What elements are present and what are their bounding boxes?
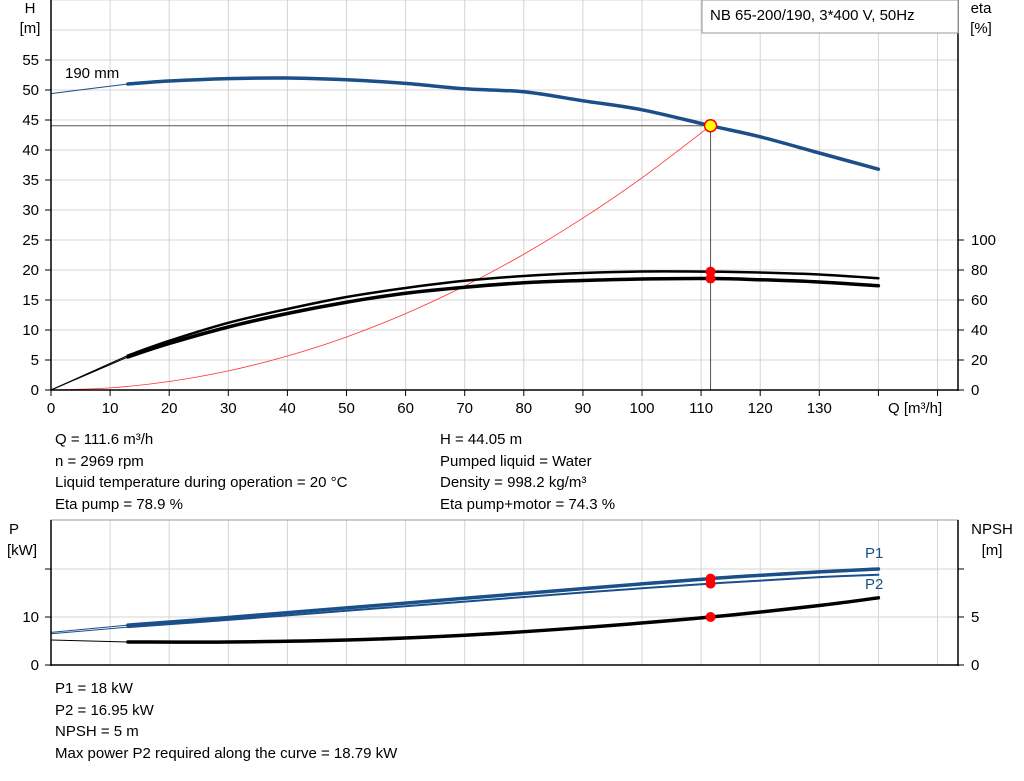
operating-point-marker xyxy=(703,118,718,133)
p2-series-label: P2 xyxy=(865,576,883,593)
npsh-axis-label: NPSH xyxy=(971,521,1013,538)
info-top-right: H = 44.05 m Pumped liquid = Water Densit… xyxy=(440,429,615,515)
info-head: H = 44.05 m xyxy=(440,431,523,448)
eta-tick-label: 80 xyxy=(971,262,988,279)
head-curve-extension xyxy=(50,83,128,95)
info-bottom: P1 = 18 kW P2 = 16.95 kW NPSH = 5 m Max … xyxy=(55,678,397,764)
eta-pump-curve xyxy=(126,270,880,357)
info-p2: P2 = 16.95 kW xyxy=(55,701,154,719)
info-temperature: Liquid temperature during operation = 20… xyxy=(55,474,348,491)
eta-axis-label: eta xyxy=(971,0,993,17)
p1-curve-extension xyxy=(50,624,128,633)
p1-series-label: P1 xyxy=(865,545,883,562)
x-tick-label: 70 xyxy=(456,400,473,417)
h-tick-label: 10 xyxy=(22,322,39,339)
h-tick-label: 0 xyxy=(31,382,39,399)
x-tick-label: 20 xyxy=(161,400,178,417)
npsh-curve xyxy=(126,596,881,644)
p-tick-label: 0 xyxy=(31,657,39,674)
x-tick-label: 130 xyxy=(807,400,832,417)
head-curve xyxy=(126,76,881,171)
h-tick-label: 20 xyxy=(22,262,39,279)
h-tick-label: 25 xyxy=(22,232,39,249)
p-axis-label: P xyxy=(9,521,19,538)
eta-pump-motor-curve-extension xyxy=(50,356,129,391)
x-tick-label: 100 xyxy=(629,400,654,417)
eta-axis-unit: [%] xyxy=(970,20,992,37)
info-flow: Q = 111.6 m³/h xyxy=(55,431,154,448)
curves xyxy=(50,76,881,644)
p1-curve xyxy=(126,567,881,627)
eta-tick-label: 100 xyxy=(971,232,996,249)
x-tick-label: 0 xyxy=(47,400,55,417)
eta-tick-label: 0 xyxy=(971,382,979,399)
eta-tick-label: 60 xyxy=(971,292,988,309)
eta-tick-label: 40 xyxy=(971,322,988,339)
info-npsh: NPSH = 5 m xyxy=(55,723,139,740)
h-axis-label: H xyxy=(25,0,36,17)
x-tick-label: 60 xyxy=(397,400,414,417)
eta-pump-motor-marker xyxy=(705,273,716,284)
info-density: Density = 998.2 kg/m³ xyxy=(440,474,587,491)
info-speed: n = 2969 rpm xyxy=(55,452,144,470)
x-tick-label: 120 xyxy=(748,400,773,417)
x-tick-label: 50 xyxy=(338,400,355,417)
npsh-axis-unit: [m] xyxy=(982,542,1003,559)
h-tick-label: 45 xyxy=(22,112,39,129)
x-tick-label: 30 xyxy=(220,400,237,417)
h-tick-label: 30 xyxy=(22,202,39,219)
h-axis-unit: [m] xyxy=(20,20,41,37)
eta-pump-motor-curve xyxy=(126,276,881,359)
impeller-label: 190 mm xyxy=(65,65,119,82)
legend-box xyxy=(701,0,959,34)
p2-curve-extension xyxy=(50,626,128,635)
p2-marker xyxy=(705,578,716,589)
info-liquid: Pumped liquid = Water xyxy=(440,452,592,470)
axes: 0 10 20 30 40 50 60 70 80 90 100 110 120 130051015202… xyxy=(22,0,996,674)
npsh-tick-label: 5 xyxy=(971,609,979,626)
info-top-left: Q = 111.6 m³/h n = 2969 rpm Liquid tempe… xyxy=(55,429,347,515)
top-grid xyxy=(51,0,958,390)
npsh-marker xyxy=(705,612,716,622)
x-tick-label: 110 xyxy=(689,400,713,417)
npsh-curve-extension xyxy=(50,639,128,643)
info-p1: P1 = 18 kW xyxy=(55,680,133,697)
info-eta-pump-motor: Eta pump+motor = 74.3 % xyxy=(440,495,616,513)
q-axis-label: Q [m³/h] xyxy=(888,400,942,417)
x-tick-label: 10 xyxy=(102,400,119,417)
info-eta-pump: Eta pump = 78.9 % xyxy=(55,495,183,513)
p-axis-unit: [kW] xyxy=(7,542,37,559)
eta-pump-marker xyxy=(705,266,716,277)
chart-title: NB 65-200/190, 3*400 V, 50Hz xyxy=(710,7,915,24)
npsh-tick-label: 0 xyxy=(971,657,979,674)
x-tick-label: 40 xyxy=(279,400,296,417)
x-tick-label: 90 xyxy=(575,400,592,417)
h-tick-label: 5 xyxy=(31,352,39,369)
eta-tick-label: 20 xyxy=(971,352,988,369)
x-tick-label: 80 xyxy=(515,400,532,417)
system-curve xyxy=(50,125,711,391)
info-max-power: Max power P2 required along the curve = … xyxy=(55,744,398,762)
h-tick-label: 15 xyxy=(22,292,39,309)
p-tick-label: 10 xyxy=(22,609,39,626)
h-tick-label: 55 xyxy=(22,52,39,69)
h-tick-label: 50 xyxy=(22,82,39,99)
p2-curve xyxy=(126,573,880,629)
h-tick-label: 40 xyxy=(22,142,39,159)
h-tick-label: 35 xyxy=(22,172,39,189)
